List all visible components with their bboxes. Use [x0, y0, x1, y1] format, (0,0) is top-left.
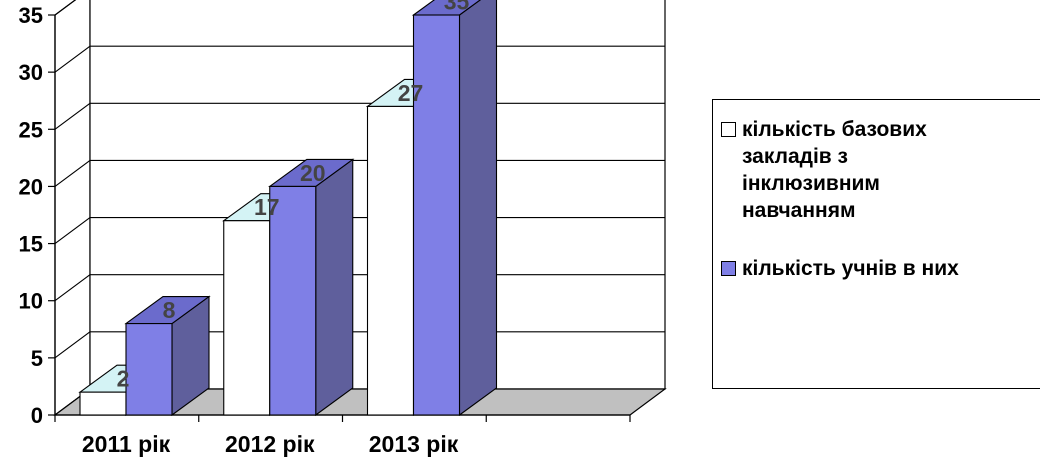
legend-line: кількість базових	[742, 118, 927, 141]
legend-line: закладів з	[742, 145, 848, 168]
side-wall	[54, 0, 91, 417]
category-label: 2012 рік	[225, 431, 315, 457]
data-labels: 2 8 17 20 27 35	[117, 0, 470, 392]
data-label: 20	[300, 160, 326, 186]
bar	[79, 391, 127, 416]
y-tick-label: 15	[19, 232, 43, 257]
y-tick-label: 0	[31, 403, 43, 428]
bar	[412, 14, 461, 416]
y-tick-labels: 0 5 10 15 20 25 30 35	[19, 3, 43, 428]
legend-item-schools: кількість базових закладів з інклюзивним…	[721, 116, 927, 224]
bar-side	[315, 158, 354, 417]
y-tick-label: 25	[19, 117, 43, 142]
y-tick-label: 35	[19, 3, 43, 28]
bar-side	[458, 0, 498, 417]
bars	[78, 0, 498, 417]
category-label: 2011 рік	[82, 431, 171, 457]
legend-line: навчанням	[742, 199, 856, 222]
bar	[366, 105, 415, 416]
bar	[125, 323, 173, 416]
y-tick-label: 20	[19, 174, 43, 199]
y-tick-label: 5	[31, 346, 43, 371]
bar	[223, 220, 271, 416]
bar	[269, 185, 317, 416]
legend: кількість базових закладів з інклюзивним…	[712, 99, 1040, 389]
data-label: 2	[117, 366, 130, 392]
category-label: 2013 рік	[369, 431, 459, 457]
legend-item-students: кількість учнів в них	[721, 255, 959, 282]
data-label: 35	[444, 0, 470, 15]
legend-swatch-students	[721, 261, 736, 276]
data-label: 8	[163, 297, 176, 323]
category-labels: 2011 рік 2012 рік 2013 рік	[82, 431, 459, 457]
legend-line: інклюзивним	[742, 172, 880, 195]
legend-label-schools: кількість базових закладів з інклюзивним…	[742, 116, 927, 224]
data-label: 27	[398, 80, 424, 106]
legend-swatch-schools	[721, 122, 736, 137]
y-tick-label: 10	[19, 289, 43, 314]
gridline	[54, 0, 77, 16]
data-label: 17	[254, 194, 280, 220]
legend-label-students: кількість учнів в них	[742, 257, 959, 280]
y-tick-label: 30	[19, 60, 43, 85]
